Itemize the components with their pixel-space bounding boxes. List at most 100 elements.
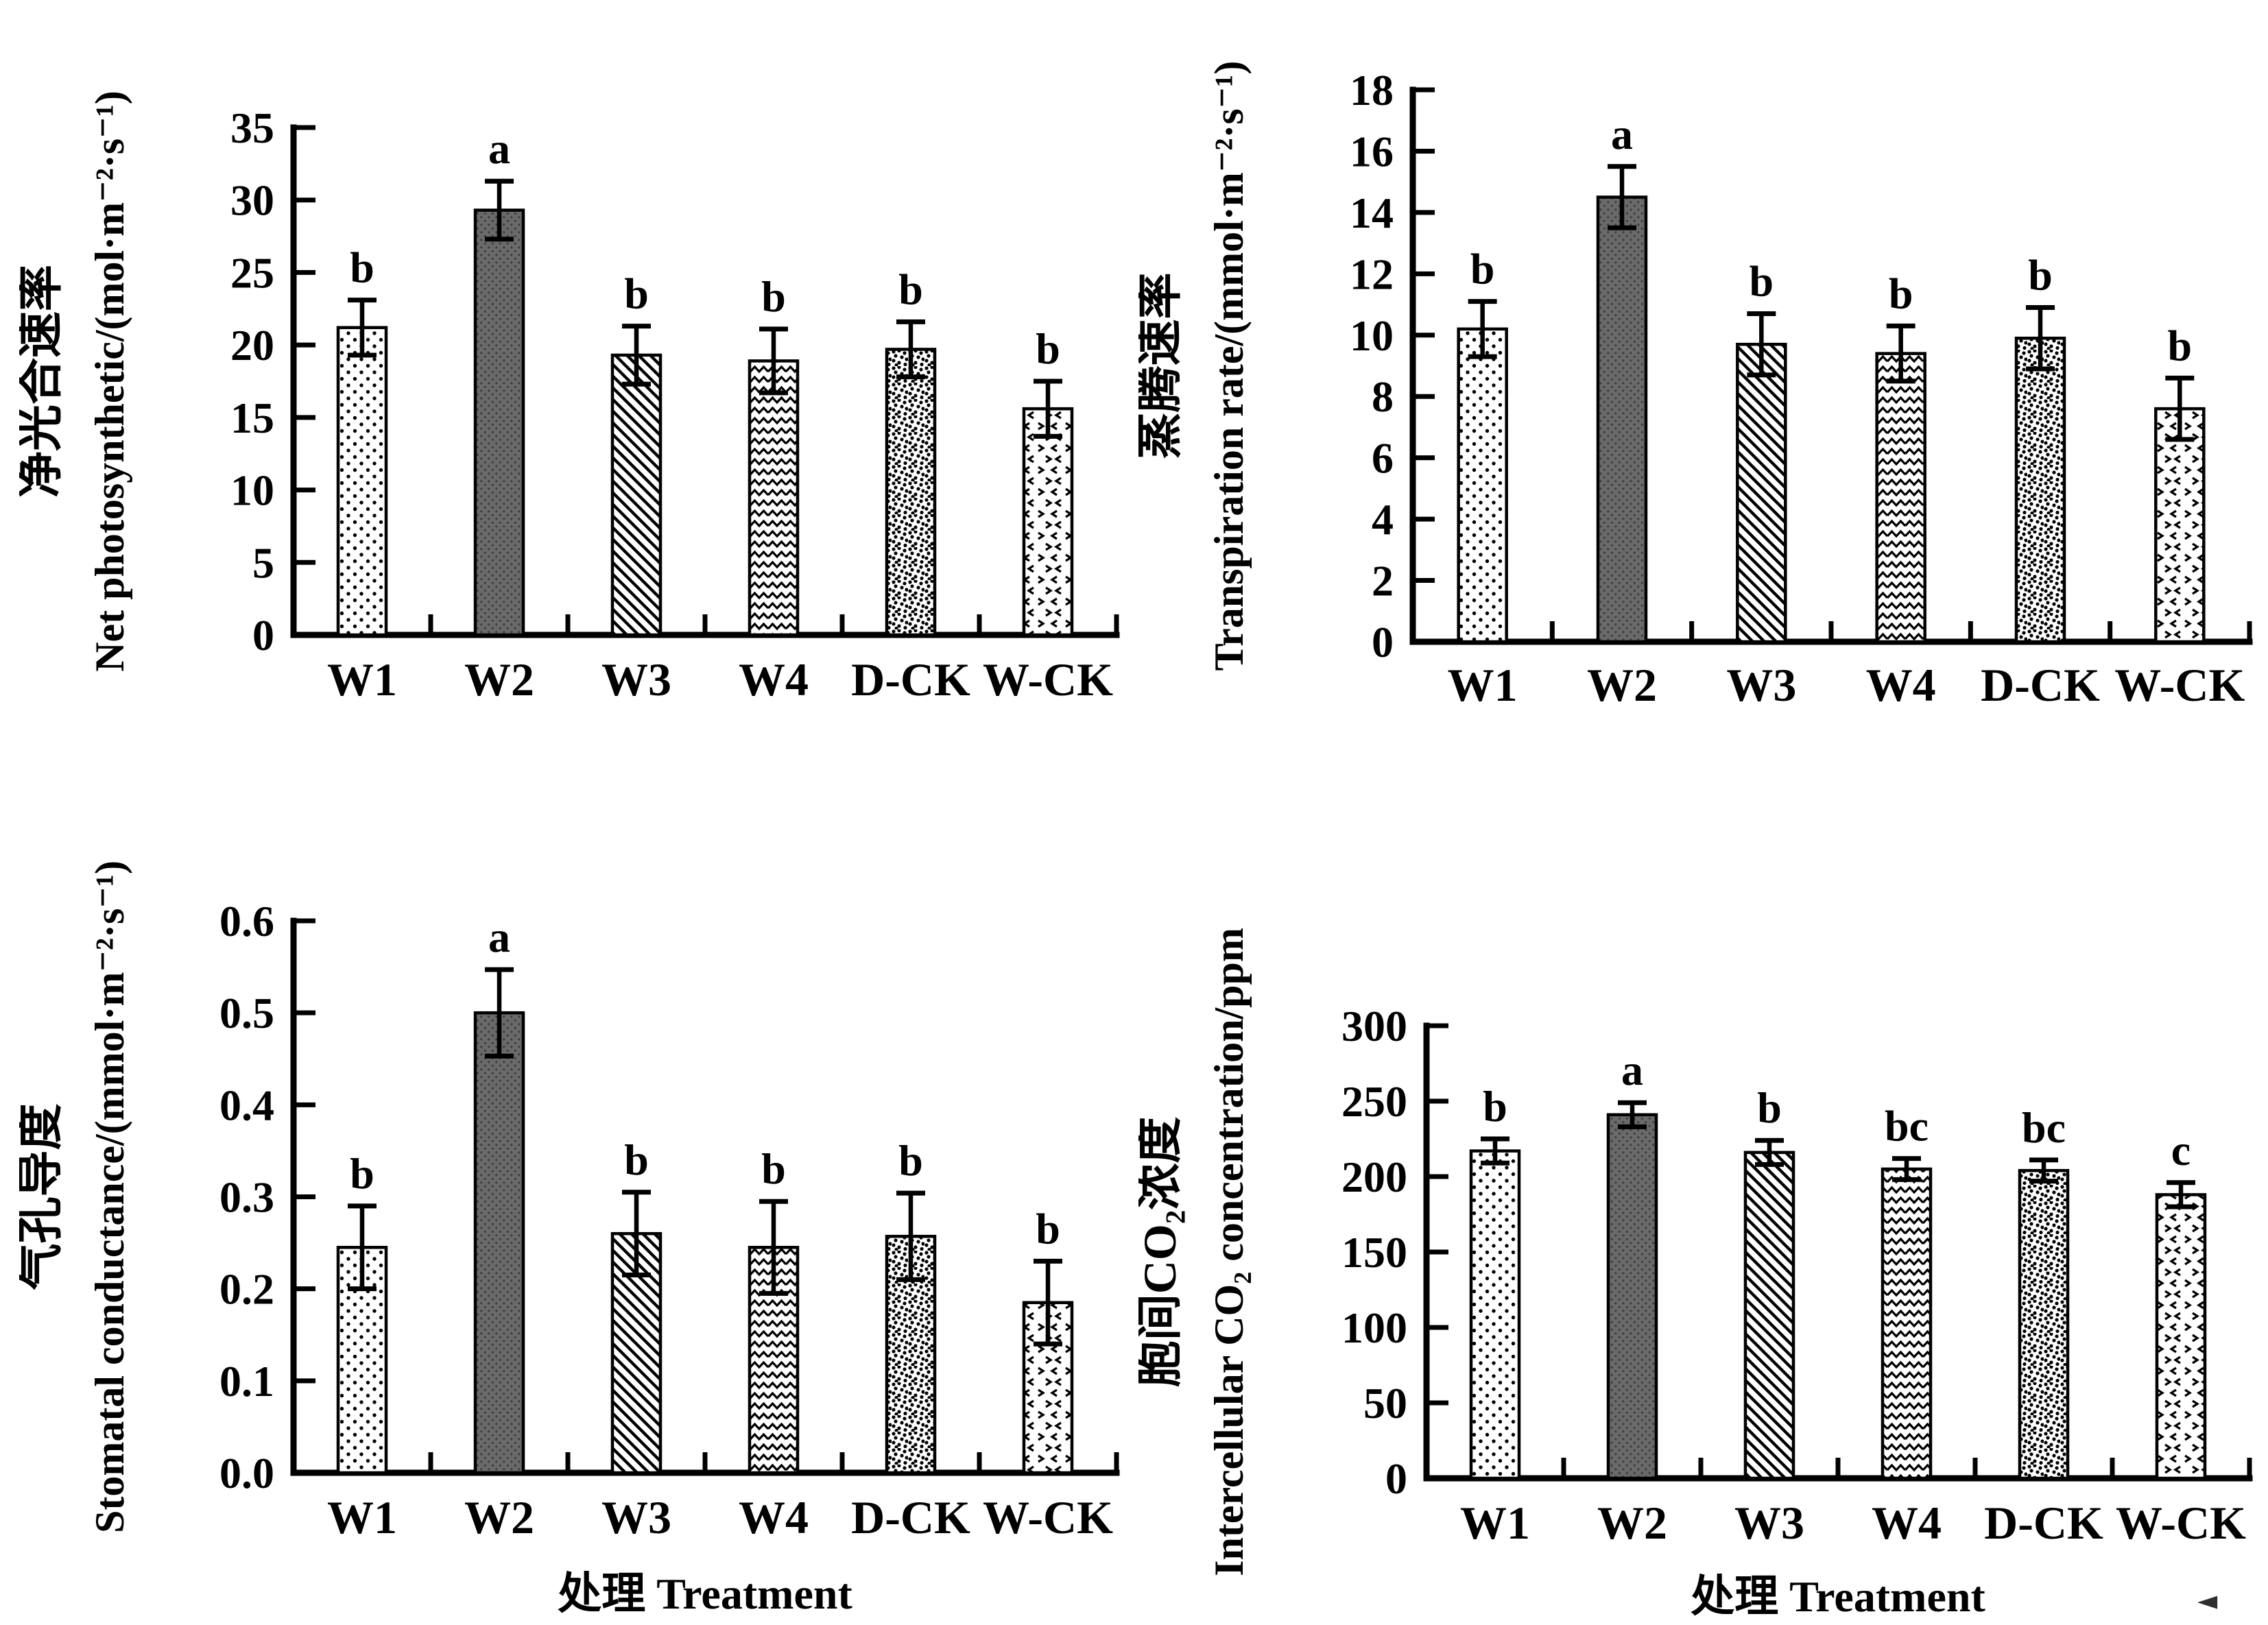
chart-transpiration-rate: 0 2 4 6 8 10 12 14 16 18 b W1 a W2 b W3 b W4 b D-CK b W-CK 蒸腾速… xyxy=(1134,4,2268,782)
axes xyxy=(290,917,1120,1476)
sig-letter-W-CK: b xyxy=(1036,1204,1060,1253)
category-label-W2: W2 xyxy=(464,1491,534,1543)
y-tick-label: 5 xyxy=(252,538,274,587)
bar-W3 xyxy=(1736,342,1787,644)
sig-letter-W2: a xyxy=(1611,110,1633,158)
sig-letter-W1: b xyxy=(350,1149,374,1198)
y-tick-label: 0 xyxy=(1385,1454,1407,1503)
category-label-W2: W2 xyxy=(1587,659,1657,711)
chart-stomatal-conductance: 0.0 0.1 0.2 0.3 0.4 0.5 0.6 b W1 a W2 b W3 b W4 b D-CK b W… xyxy=(14,773,1137,1625)
category-label-W1: W1 xyxy=(1460,1497,1530,1549)
y-tick-label: 4 xyxy=(1372,495,1394,544)
category-label-W-CK: W-CK xyxy=(983,1491,1113,1543)
y-tick-label: 10 xyxy=(230,466,274,515)
sig-letter-W2: a xyxy=(488,124,510,173)
error-bar-W-CK xyxy=(1034,378,1062,439)
bar-W1 xyxy=(1457,327,1508,644)
sig-letter-W2: a xyxy=(488,913,510,961)
y-tick-label: 6 xyxy=(1372,434,1394,483)
sig-letter-D-CK: b xyxy=(2028,251,2053,300)
error-bar-W-CK xyxy=(1034,1258,1062,1347)
category-label-D-CK: D-CK xyxy=(851,1491,970,1543)
sig-letter-W3: b xyxy=(1750,256,1774,305)
y-tick-label: 2 xyxy=(1372,557,1394,605)
y-axis-label: 气孔导度 Stomatal conductance/(mmol·m⁻²·s⁻¹) xyxy=(19,860,132,1533)
category-label-W4: W4 xyxy=(1872,1497,1942,1549)
error-bar-D-CK xyxy=(896,319,925,380)
bar-W4 xyxy=(1881,1167,1933,1480)
sig-letter-W4: b xyxy=(761,272,786,321)
error-bar-W4 xyxy=(1886,323,1915,384)
bar-W-CK xyxy=(2154,407,2206,644)
error-bar-D-CK xyxy=(896,1190,925,1282)
net-photosynthetic-rate-plot: 0 5 10 15 20 25 30 35 b W1 a W2 b W3 b W4 b D-CK b W-CK 净光合速… xyxy=(14,91,1120,706)
bar-W2 xyxy=(1606,1113,1658,1480)
bar-W2 xyxy=(1596,195,1648,644)
category-label-W-CK: W-CK xyxy=(983,653,1113,706)
y-tick-label: 200 xyxy=(1341,1153,1407,1201)
category-label-W2: W2 xyxy=(464,653,534,706)
y-tick-label: 10 xyxy=(1350,311,1394,360)
error-bar-D-CK xyxy=(2026,305,2055,372)
sig-letter-W2: a xyxy=(1621,1046,1643,1094)
chart-net-photosynthetic: 0 5 10 15 20 25 30 35 b W1 a W2 b W3 b W4 b D-CK b W-CK 净光合速… xyxy=(14,4,1137,782)
y-tick-label: 20 xyxy=(230,321,274,370)
y-tick-label: 0.3 xyxy=(219,1173,274,1222)
sig-letter-W4: b xyxy=(1889,269,1913,317)
error-bar-W1 xyxy=(348,298,377,358)
sig-letter-W-CK: c xyxy=(2171,1126,2191,1175)
category-label-W2: W2 xyxy=(1597,1497,1667,1549)
chart-intercellular-co2: 0 50 100 150 200 250 300 b W1 a W2 b W3 bc W4 bc D-CK c W-… xyxy=(1134,773,2268,1625)
y-axis-label: 胞间CO₂浓度 Intercellular CO₂ concentration/p… xyxy=(1138,928,1252,1576)
x-axis-title: 处理 Treatment xyxy=(1691,1572,1985,1621)
error-bar-W2 xyxy=(485,967,514,1059)
sig-letter-D-CK: bc xyxy=(2022,1103,2066,1152)
bar-W-CK xyxy=(1022,407,1074,637)
y-tick-label: 150 xyxy=(1341,1228,1407,1277)
sig-letter-D-CK: b xyxy=(898,265,923,313)
category-label-D-CK: D-CK xyxy=(1981,659,2100,711)
bar-W2 xyxy=(473,1011,525,1475)
axes xyxy=(1409,86,2253,645)
error-bar-W3 xyxy=(622,324,651,387)
sig-letter-W1: b xyxy=(1470,245,1495,293)
error-bar-W2 xyxy=(485,178,514,242)
transpiration-rate-plot: 0 2 4 6 8 10 12 14 16 18 b W1 a W2 b W3 b W4 b D-CK b W-CK 蒸腾速… xyxy=(1134,61,2253,711)
sig-letter-W1: b xyxy=(350,243,374,292)
intercellular-co2-concentration-plot: 0 50 100 150 200 250 300 b W1 a W2 b W3 bc W4 bc D-CK c W-… xyxy=(1134,928,2253,1621)
category-label-W1: W1 xyxy=(327,653,397,706)
category-label-W3: W3 xyxy=(1734,1497,1804,1549)
axes xyxy=(1423,1022,2253,1482)
y-tick-label: 14 xyxy=(1350,189,1394,237)
y-tick-label: 0.4 xyxy=(219,1081,274,1129)
x-axis-title: 处理 Treatment xyxy=(558,1569,852,1618)
y-tick-label: 18 xyxy=(1350,66,1394,115)
bar-W1 xyxy=(336,326,388,637)
error-bar-W-CK xyxy=(2166,1180,2195,1209)
y-tick-label: 16 xyxy=(1350,127,1394,176)
bar-D-CK xyxy=(2018,1168,2070,1480)
category-label-W4: W4 xyxy=(739,1491,809,1543)
category-label-W3: W3 xyxy=(601,653,671,706)
y-tick-label: 12 xyxy=(1350,250,1394,298)
y-tick-label: 0 xyxy=(1372,618,1394,666)
bar-W-CK xyxy=(2155,1193,2207,1480)
category-label-W-CK: W-CK xyxy=(2114,659,2245,711)
category-label-W1: W1 xyxy=(1448,659,1518,711)
category-label-W3: W3 xyxy=(1726,659,1796,711)
bar-W3 xyxy=(1743,1151,1795,1480)
error-bar-W3 xyxy=(1747,311,1776,378)
y-tick-label: 0.0 xyxy=(219,1449,274,1497)
sig-letter-W-CK: b xyxy=(1036,324,1060,373)
error-bar-W2 xyxy=(1618,1100,1647,1129)
bar-W1 xyxy=(1469,1149,1521,1480)
y-tick-label: 35 xyxy=(230,104,274,152)
y-tick-label: 250 xyxy=(1341,1077,1407,1126)
y-tick-label: 30 xyxy=(230,176,274,225)
error-bar-W2 xyxy=(1608,164,1636,230)
bar-D-CK xyxy=(2014,337,2066,644)
sig-letter-W3: b xyxy=(624,1135,649,1184)
category-label-W3: W3 xyxy=(601,1491,671,1543)
category-label-D-CK: D-CK xyxy=(1984,1497,2103,1549)
bar-W2 xyxy=(473,208,525,637)
